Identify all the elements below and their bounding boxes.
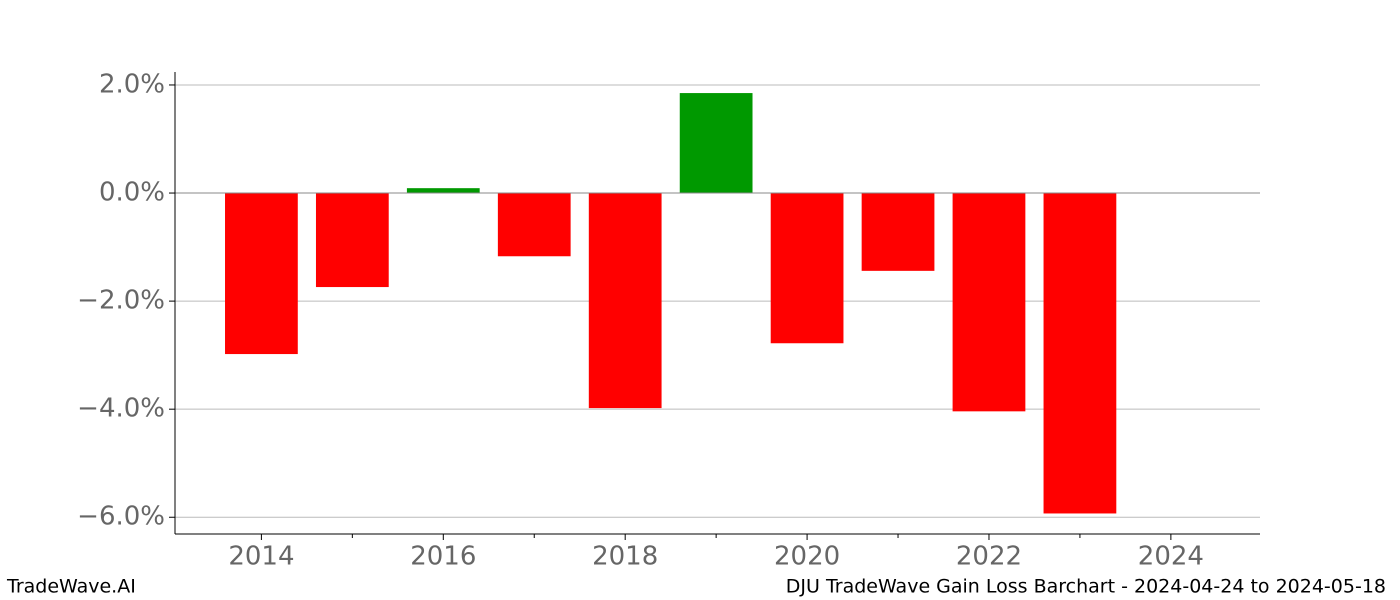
x-tick-label: 2016 <box>410 542 476 572</box>
bar <box>861 193 935 271</box>
y-tick-label: −6.0% <box>77 502 165 532</box>
bar <box>679 93 753 194</box>
y-tick-label: 2.0% <box>99 69 165 99</box>
x-tick-label: 2018 <box>592 542 658 572</box>
bar <box>225 193 298 355</box>
y-tick-label: −4.0% <box>77 394 165 424</box>
bar <box>497 193 571 257</box>
footer-left: TradeWave.AI <box>6 576 136 598</box>
x-tick-label: 2024 <box>1138 542 1204 572</box>
x-tick-label: 2022 <box>956 542 1022 572</box>
bar <box>770 193 844 344</box>
y-tick-label: 0.0% <box>99 178 165 208</box>
bar <box>406 188 480 194</box>
bar <box>588 193 662 409</box>
bar <box>315 193 389 288</box>
bar <box>1043 193 1117 514</box>
x-tick-label: 2014 <box>228 542 294 572</box>
bar <box>952 193 1026 412</box>
y-tick-label: −2.0% <box>77 286 165 316</box>
footer-right: DJU TradeWave Gain Loss Barchart - 2024-… <box>786 576 1386 598</box>
x-tick-label: 2020 <box>774 542 840 572</box>
